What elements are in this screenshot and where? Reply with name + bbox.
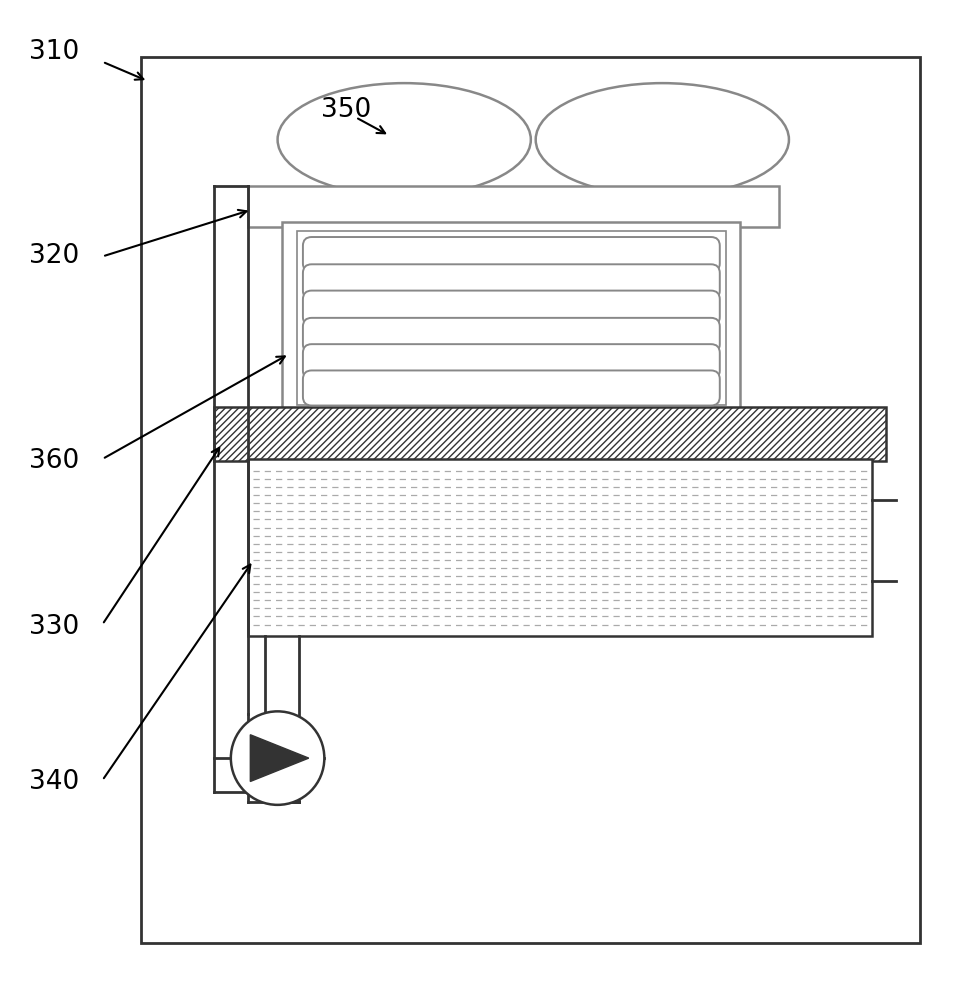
FancyBboxPatch shape: [303, 237, 720, 272]
Text: 330: 330: [29, 614, 80, 640]
Text: 310: 310: [29, 39, 80, 65]
Ellipse shape: [536, 83, 789, 196]
FancyBboxPatch shape: [303, 344, 720, 379]
Text: 320: 320: [29, 243, 80, 269]
Bar: [141, 57, 920, 943]
Bar: [248, 459, 872, 636]
Bar: [297, 231, 726, 405]
Text: 350: 350: [321, 97, 372, 123]
Ellipse shape: [278, 83, 531, 196]
FancyBboxPatch shape: [303, 291, 720, 326]
Polygon shape: [250, 735, 309, 781]
FancyBboxPatch shape: [303, 318, 720, 353]
FancyBboxPatch shape: [303, 264, 720, 299]
Circle shape: [231, 711, 324, 805]
Bar: [282, 222, 740, 412]
Bar: [214, 407, 886, 461]
Text: 340: 340: [29, 769, 80, 795]
Text: 360: 360: [29, 448, 80, 474]
Bar: [248, 186, 779, 227]
FancyBboxPatch shape: [303, 370, 720, 406]
